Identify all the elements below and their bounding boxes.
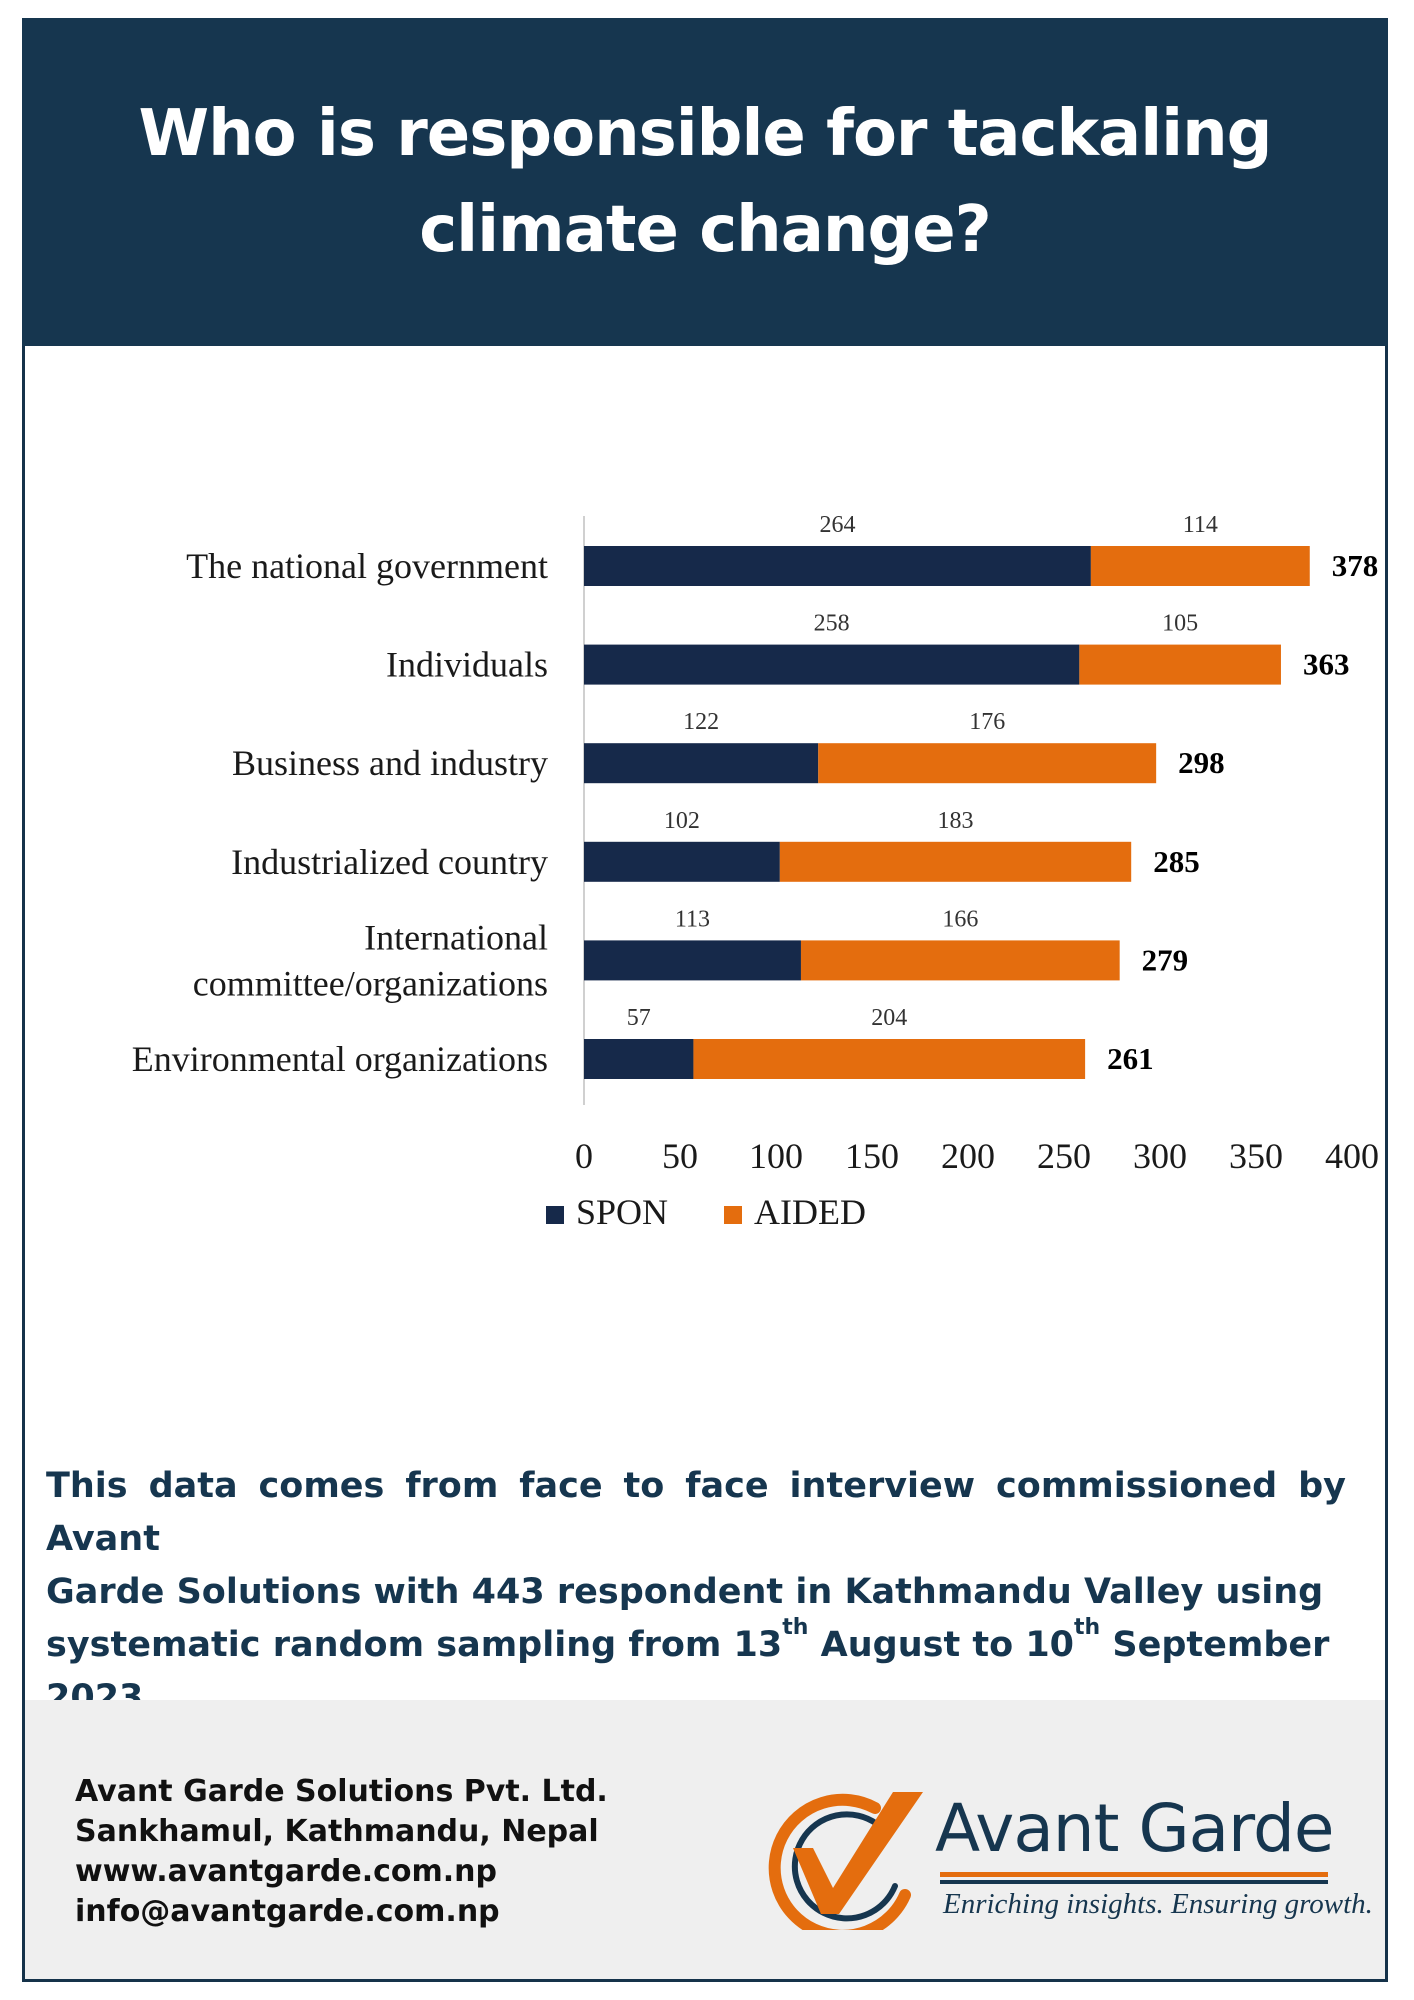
bar-spon-3 xyxy=(584,841,780,882)
bar-spon-5 xyxy=(584,1039,694,1079)
note-line-3: systematic random sampling from 13th Aug… xyxy=(46,1617,1346,1672)
data-label-aided-3: 183 xyxy=(938,808,974,834)
bar-spon-0 xyxy=(584,546,1091,586)
category-label-2: Business and industry xyxy=(232,743,548,783)
page-title: Who is responsible for tackaling climate… xyxy=(138,97,1273,267)
legend-swatch-spon xyxy=(546,1206,564,1224)
contact-block: Avant Garde Solutions Pvt. Ltd. Sankhamu… xyxy=(75,1772,608,1932)
note-superscript-2: th xyxy=(1074,1615,1101,1640)
avant-garde-logo: Avant Garde Enriching insights. Ensuring… xyxy=(755,1780,1373,1930)
bar-spon-4 xyxy=(584,940,801,981)
note-superscript-1: th xyxy=(782,1615,809,1640)
category-label-5: Environmental organizations xyxy=(132,1039,548,1079)
category-label-4-line-1: committee/organizations xyxy=(193,963,548,1003)
bar-spon-1 xyxy=(584,644,1080,685)
note-line-3-part-2: August to 10 xyxy=(808,1625,1075,1665)
legend-label-spon: SPON xyxy=(576,1192,668,1232)
data-label-spon-5: 57 xyxy=(627,1005,651,1031)
data-label-spon-1: 258 xyxy=(814,611,850,637)
x-tick-label-0: 0 xyxy=(575,1136,593,1176)
total-label-0: 378 xyxy=(1332,548,1379,583)
email-link[interactable]: info@avantgarde.com.np xyxy=(75,1894,500,1929)
brand-tagline: Enriching insights. Ensuring growth. xyxy=(943,1888,1373,1920)
x-tick-label-5: 250 xyxy=(1037,1136,1091,1176)
bar-aided-3 xyxy=(779,841,1132,882)
x-tick-label-1: 50 xyxy=(662,1136,698,1176)
footer: Avant Garde Solutions Pvt. Ltd. Sankhamu… xyxy=(25,1700,1385,1979)
total-label-1: 363 xyxy=(1303,647,1350,682)
bar-aided-5 xyxy=(693,1039,1086,1079)
data-label-spon-3: 102 xyxy=(664,808,700,834)
bar-aided-2 xyxy=(818,743,1157,784)
x-tick-label-4: 200 xyxy=(941,1136,995,1176)
data-label-aided-2: 176 xyxy=(969,709,1005,735)
bar-spon-2 xyxy=(584,743,819,784)
website-link[interactable]: www.avantgarde.com.np xyxy=(75,1854,497,1889)
note-line-3-part-3: September xyxy=(1100,1625,1330,1665)
data-label-aided-0: 114 xyxy=(1183,512,1218,538)
data-label-aided-1: 105 xyxy=(1162,611,1198,637)
bar-aided-1 xyxy=(1079,644,1281,685)
data-label-spon-2: 122 xyxy=(683,709,719,735)
category-label-3: Industrialized country xyxy=(231,842,548,882)
category-label-4-line-0: International xyxy=(364,917,548,957)
legend-swatch-aided xyxy=(724,1206,742,1224)
brand-name: Avant Garde xyxy=(935,1790,1335,1867)
checkmark-logo-icon xyxy=(768,1792,923,1930)
note-line-2: Garde Solutions with 443 respondent in K… xyxy=(46,1572,1324,1612)
x-tick-label-3: 150 xyxy=(845,1136,899,1176)
methodology-note: This data comes from face to face interv… xyxy=(46,1460,1346,1725)
total-label-3: 285 xyxy=(1153,844,1200,879)
data-label-aided-5: 204 xyxy=(871,1005,907,1031)
category-label-1: Individuals xyxy=(386,645,548,685)
stacked-bar-chart: 264 114 378 The national government 258 105 36… xyxy=(132,512,1379,1232)
total-label-2: 298 xyxy=(1178,745,1225,780)
company-name: Avant Garde Solutions Pvt. Ltd. xyxy=(75,1774,608,1809)
note-line-3-part-1: systematic random sampling from 13 xyxy=(46,1625,783,1665)
data-label-spon-0: 264 xyxy=(819,512,855,538)
x-tick-label-7: 350 xyxy=(1229,1136,1283,1176)
company-address: Sankhamul, Kathmandu, Nepal xyxy=(75,1814,599,1849)
brand-underline-orange xyxy=(940,1872,1328,1877)
x-tick-label-2: 100 xyxy=(749,1136,803,1176)
legend-label-aided: AIDED xyxy=(754,1192,866,1232)
brand-underline-navy xyxy=(940,1880,1328,1884)
bar-aided-4 xyxy=(800,940,1120,981)
category-label-0: The national government xyxy=(186,546,548,586)
data-label-spon-4: 113 xyxy=(675,906,710,932)
x-tick-label-8: 400 xyxy=(1325,1136,1379,1176)
header-banner: Who is responsible for tackaling climate… xyxy=(22,18,1388,346)
total-label-5: 261 xyxy=(1107,1041,1154,1076)
total-label-4: 279 xyxy=(1142,942,1189,977)
x-tick-label-6: 300 xyxy=(1133,1136,1187,1176)
note-line-1: This data comes from face to face interv… xyxy=(46,1466,1346,1559)
data-label-aided-4: 166 xyxy=(942,906,978,932)
bar-aided-0 xyxy=(1090,546,1310,586)
